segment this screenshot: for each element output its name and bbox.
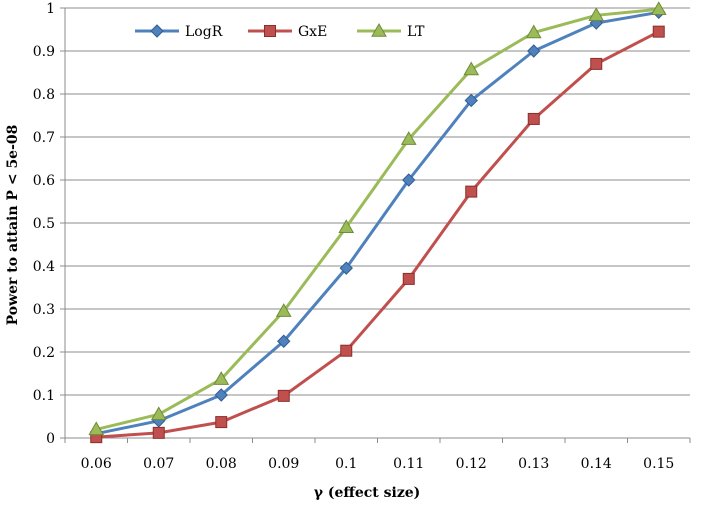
series-lt [88, 1, 667, 436]
data-point-lt [88, 421, 105, 436]
data-point-lt [213, 371, 230, 385]
y-tick-label: 0 [46, 431, 55, 447]
y-tick-label: 0.6 [33, 173, 55, 189]
data-point-logr [339, 261, 353, 275]
data-point-lt [588, 7, 605, 22]
legend-item-logr: LogR [135, 24, 223, 40]
series-line-lt [95, 7, 659, 431]
x-tick-label: 0.09 [268, 456, 299, 472]
y-tick-label: 0.3 [33, 302, 55, 318]
data-point-gxe [215, 416, 228, 429]
data-point-lt [150, 406, 167, 421]
y-tick-label: 0.8 [33, 87, 55, 103]
data-point-gxe [652, 25, 665, 38]
data-point-lt [275, 303, 292, 317]
data-point-logr [464, 93, 478, 108]
data-point-gxe [277, 389, 290, 402]
data-point-gxe [402, 272, 415, 285]
data-point-gxe [340, 344, 353, 357]
data-point-logr [527, 44, 541, 58]
legend-marker-gxe [264, 25, 276, 37]
data-point-gxe [590, 57, 603, 70]
legend-label-logr: LogR [185, 24, 223, 40]
y-tick-label: 0.5 [33, 216, 55, 232]
series-logr [89, 5, 666, 441]
x-tick-label: 0.14 [581, 456, 612, 472]
legend-item-gxe: GxE [248, 24, 327, 40]
x-tick-label: 0.15 [643, 456, 674, 472]
y-tick-label: 1 [46, 1, 55, 17]
data-point-lt [338, 219, 355, 234]
data-point-lt [463, 61, 480, 76]
data-point-logr [214, 388, 228, 402]
data-point-lt [525, 24, 542, 39]
legend-marker-logr [150, 24, 164, 38]
data-point-logr [402, 173, 416, 187]
legend-label-gxe: GxE [298, 24, 327, 40]
y-tick-label: 0.4 [33, 259, 55, 275]
legend: LogR GxE LT [135, 22, 425, 40]
legend-item-lt: LT [357, 22, 425, 40]
x-tick-label: 0.12 [456, 456, 487, 472]
x-axis-title: γ (effect size) [314, 485, 421, 501]
data-point-logr [277, 334, 291, 348]
axes [60, 7, 691, 443]
y-axis-title: Power to attain P < 5e-08 [5, 125, 21, 326]
legend-marker-lt [371, 22, 387, 37]
x-tick-label: 0.13 [518, 456, 549, 472]
x-tick-label: 0.1 [335, 456, 357, 472]
y-tick-label: 0.2 [33, 345, 55, 361]
series [88, 1, 667, 444]
x-tick-label: 0.06 [81, 456, 112, 472]
data-point-lt [400, 131, 417, 145]
series-gxe [90, 25, 665, 444]
series-line-logr [95, 10, 660, 436]
x-tick-label: 0.08 [206, 456, 237, 472]
data-point-gxe [527, 112, 540, 125]
x-tick-label: 0.07 [143, 456, 174, 472]
y-tick-label: 0.1 [33, 388, 55, 404]
series-line-gxe [96, 30, 660, 439]
y-tick-label: 0.9 [33, 44, 55, 60]
data-point-gxe [465, 185, 478, 198]
data-point-lt [650, 1, 667, 16]
x-tick-labels: 0.06 0.07 0.08 0.09 0.1 0.11 0.12 0.13 0.14 0.15 [81, 456, 675, 472]
legend-label-lt: LT [407, 24, 425, 40]
x-tick-label: 0.11 [393, 456, 424, 472]
y-tick-label: 0.7 [33, 130, 55, 146]
data-point-gxe [152, 426, 165, 439]
y-tick-labels: 0 0.1 0.2 0.3 0.4 0.5 0.6 0.7 0.8 0.9 1 [33, 1, 55, 447]
